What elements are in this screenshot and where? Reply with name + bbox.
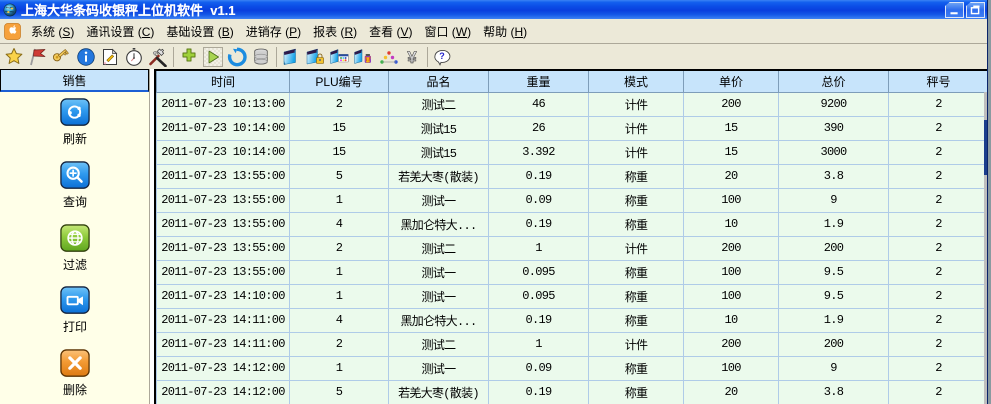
svg-text:¥: ¥ xyxy=(407,48,417,67)
svg-text:?: ? xyxy=(439,51,445,61)
